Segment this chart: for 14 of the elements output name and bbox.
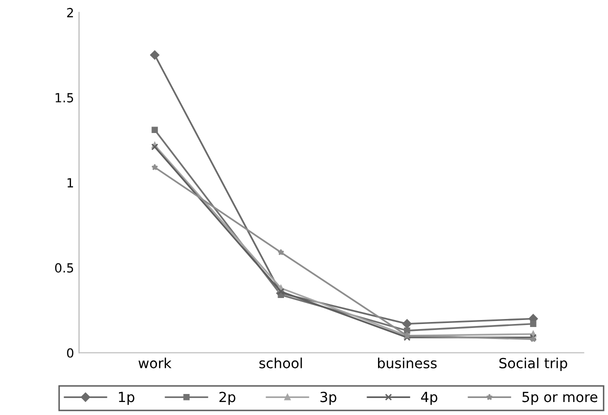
y-tick-label: 1.5 [56,93,74,102]
x-tick-label: work [138,358,172,368]
y-tick-label: 0 [67,348,74,358]
legend-label: 4p [421,392,438,405]
legend-label: 5p or more [522,392,598,405]
legend-label: 1p [118,392,134,405]
y-tick-label: 2 [67,8,73,18]
legend-label: 3p [320,392,336,405]
y-tick-label: 0.5 [55,263,74,273]
legend-label: 2p [219,392,236,405]
y-tick-label: 1 [68,178,74,188]
x-tick-label: business [378,358,437,368]
x-tick-label: Social trip [499,358,568,372]
x-tick-label: school [259,358,302,368]
